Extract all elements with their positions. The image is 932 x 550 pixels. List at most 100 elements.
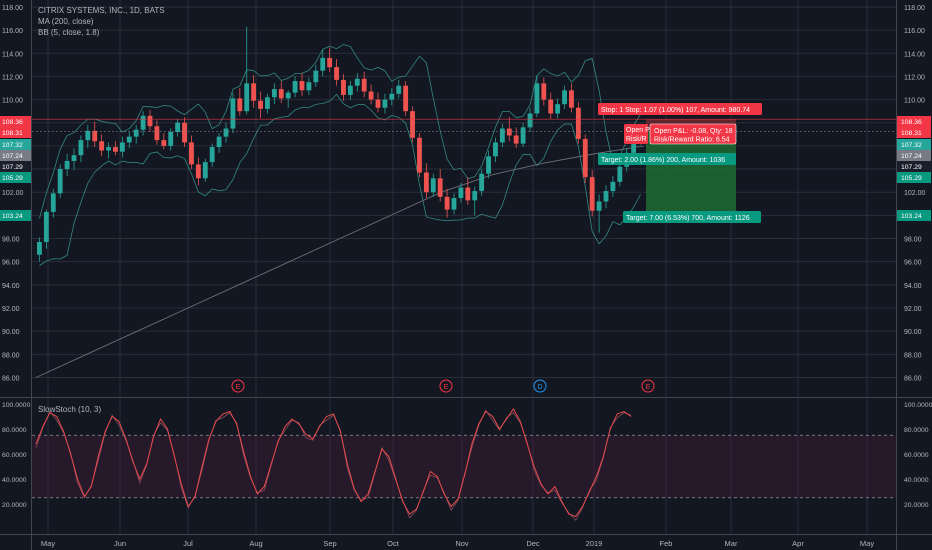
axis-price-label-bg	[897, 210, 931, 221]
candle	[182, 116, 187, 148]
event-marker[interactable]: E	[439, 379, 453, 393]
price-tick-label: 92.00	[904, 306, 922, 313]
candle-body	[161, 140, 167, 146]
price-panel[interactable]: Stop: 1 Stop: 1.07 (1.00%) 107, Amount: …	[32, 26, 896, 393]
candle	[541, 77, 547, 106]
candle	[389, 88, 395, 106]
time-tick-label: Jul	[183, 539, 193, 548]
candle	[85, 125, 91, 149]
candle	[237, 88, 243, 116]
stoch-tick-label: 20.0000	[904, 502, 929, 509]
time-tick-label: Mar	[725, 539, 738, 548]
candle-body	[430, 178, 436, 193]
ma-legend: MA (200, close)	[38, 17, 94, 26]
time-tick-label: Feb	[660, 539, 673, 548]
candle-body	[285, 92, 291, 99]
time-tick-label: Dec	[526, 539, 540, 548]
left-axis-price-label-text: 105.29	[2, 175, 23, 182]
left-price-tick-label: 88.00	[2, 352, 20, 359]
bb-legend: BB (5, close, 1.8)	[38, 28, 100, 37]
candle-body	[306, 82, 312, 91]
candle-body	[99, 141, 105, 151]
candle	[417, 133, 422, 178]
stoch-band-fill	[32, 435, 896, 498]
left-price-tick-label: 112.00	[2, 74, 23, 81]
event-marker[interactable]: E	[231, 379, 245, 393]
left-price-tick-label: 94.00	[2, 283, 20, 290]
candle	[126, 132, 132, 149]
candle	[534, 75, 540, 117]
axis-price-label-text: 107.24	[901, 153, 922, 160]
price-tick-label: 88.00	[904, 352, 922, 359]
candle	[71, 148, 77, 171]
left-axis-price-label-bg	[0, 139, 31, 150]
candle-body	[313, 70, 319, 83]
candle-body	[631, 138, 637, 153]
rr-text: Risk/Reward Ratio: 6.54	[654, 137, 730, 144]
candle-body	[499, 128, 505, 143]
event-marker[interactable]: E	[641, 379, 655, 393]
stoch-panel[interactable]	[32, 408, 896, 521]
candle	[382, 93, 388, 114]
candle	[575, 101, 581, 144]
chart-title: CITRIX SYSTEMS, INC., 1D, BATS	[38, 6, 165, 15]
candle-body	[237, 98, 243, 112]
open-pl-bg	[649, 123, 737, 145]
event-marker-circle	[439, 379, 453, 393]
candle-body	[486, 156, 491, 174]
candle	[603, 185, 609, 209]
candle	[113, 141, 118, 156]
time-tick-label: May	[860, 539, 874, 548]
candle-body	[465, 187, 471, 201]
candle-body	[320, 57, 326, 71]
candle-body	[92, 130, 98, 142]
stoch-tick-label: 60.0000	[904, 452, 929, 459]
candle	[285, 90, 291, 108]
candle-body	[410, 111, 415, 138]
candle	[168, 128, 174, 151]
axis-price-label-bg	[897, 127, 931, 138]
price-tick-label: 118.00	[904, 5, 925, 12]
candle-body	[368, 91, 374, 100]
candle-body	[43, 211, 49, 242]
candle-body	[209, 147, 215, 163]
candle	[513, 127, 519, 149]
axis-price-label-bg	[897, 161, 931, 172]
left-price-tick-label: 96.00	[2, 260, 20, 267]
candle	[493, 137, 498, 163]
candle-body	[175, 122, 181, 132]
candle	[472, 186, 478, 216]
left-axis-price-label-bg	[0, 127, 31, 138]
candle	[251, 75, 257, 108]
left-stoch-tick-label: 20.0000	[2, 502, 27, 509]
left-price-tick-label: 92.00	[2, 306, 20, 313]
candle-body	[334, 67, 339, 80]
axis-layer: 118.00 118.00 116.00 116.00 114.00 114.00 112.…	[0, 5, 932, 548]
stoch-tick-label: 100.0000	[904, 402, 932, 409]
candle-body	[119, 142, 125, 152]
axis-price-label: 107.32	[897, 139, 931, 150]
candle-body	[347, 85, 353, 95]
candle	[596, 194, 602, 233]
stop-label-text: Stop: 1 Stop: 1.07 (1.00%) 107, Amount: …	[601, 107, 750, 114]
candle	[479, 169, 485, 196]
axis-price-label-text: 107.32	[901, 142, 922, 149]
left-axis-price-label-bg	[0, 150, 31, 161]
candle-body	[168, 132, 174, 146]
event-marker[interactable]: D	[533, 379, 547, 393]
price-tick-label: 114.00	[904, 51, 925, 58]
left-price-tick-label: 114.00	[2, 51, 23, 58]
candle-body	[244, 83, 250, 112]
time-tick-label: Apr	[792, 539, 804, 548]
candle-body	[37, 242, 42, 255]
candle-body	[582, 138, 588, 178]
candle	[327, 47, 333, 72]
candle	[499, 123, 505, 148]
candle	[119, 136, 125, 158]
candle	[133, 125, 139, 144]
time-tick-label: Oct	[387, 539, 400, 548]
candle	[244, 26, 250, 115]
candle	[610, 176, 616, 197]
candle	[437, 169, 443, 202]
